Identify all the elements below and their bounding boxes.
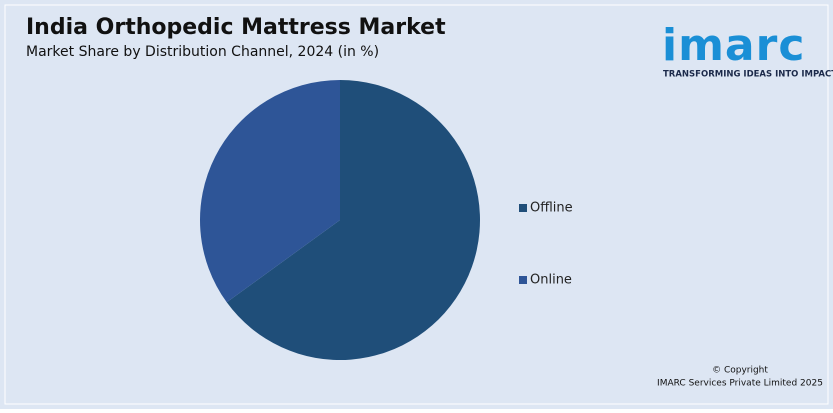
pie-slice: [226, 80, 481, 360]
copyright: © Copyright: [712, 366, 768, 376]
chart-title: India Orthopedic Mattress Market: [26, 15, 446, 40]
legend-swatch: [519, 204, 527, 212]
legend-label: Online: [530, 273, 572, 288]
legend-label: Offline: [530, 201, 573, 216]
frame: [4, 4, 829, 405]
logo-tagline: TRANSFORMING IDEAS INTO IMPACT: [663, 70, 833, 80]
logo-name: imarc: [662, 20, 805, 71]
copyright-owner: IMARC Services Private Limited 2025: [657, 379, 823, 389]
pie-slice: [200, 80, 340, 303]
chart-subtitle: Market Share by Distribution Channel, 20…: [26, 44, 379, 60]
legend-swatch: [519, 276, 527, 284]
